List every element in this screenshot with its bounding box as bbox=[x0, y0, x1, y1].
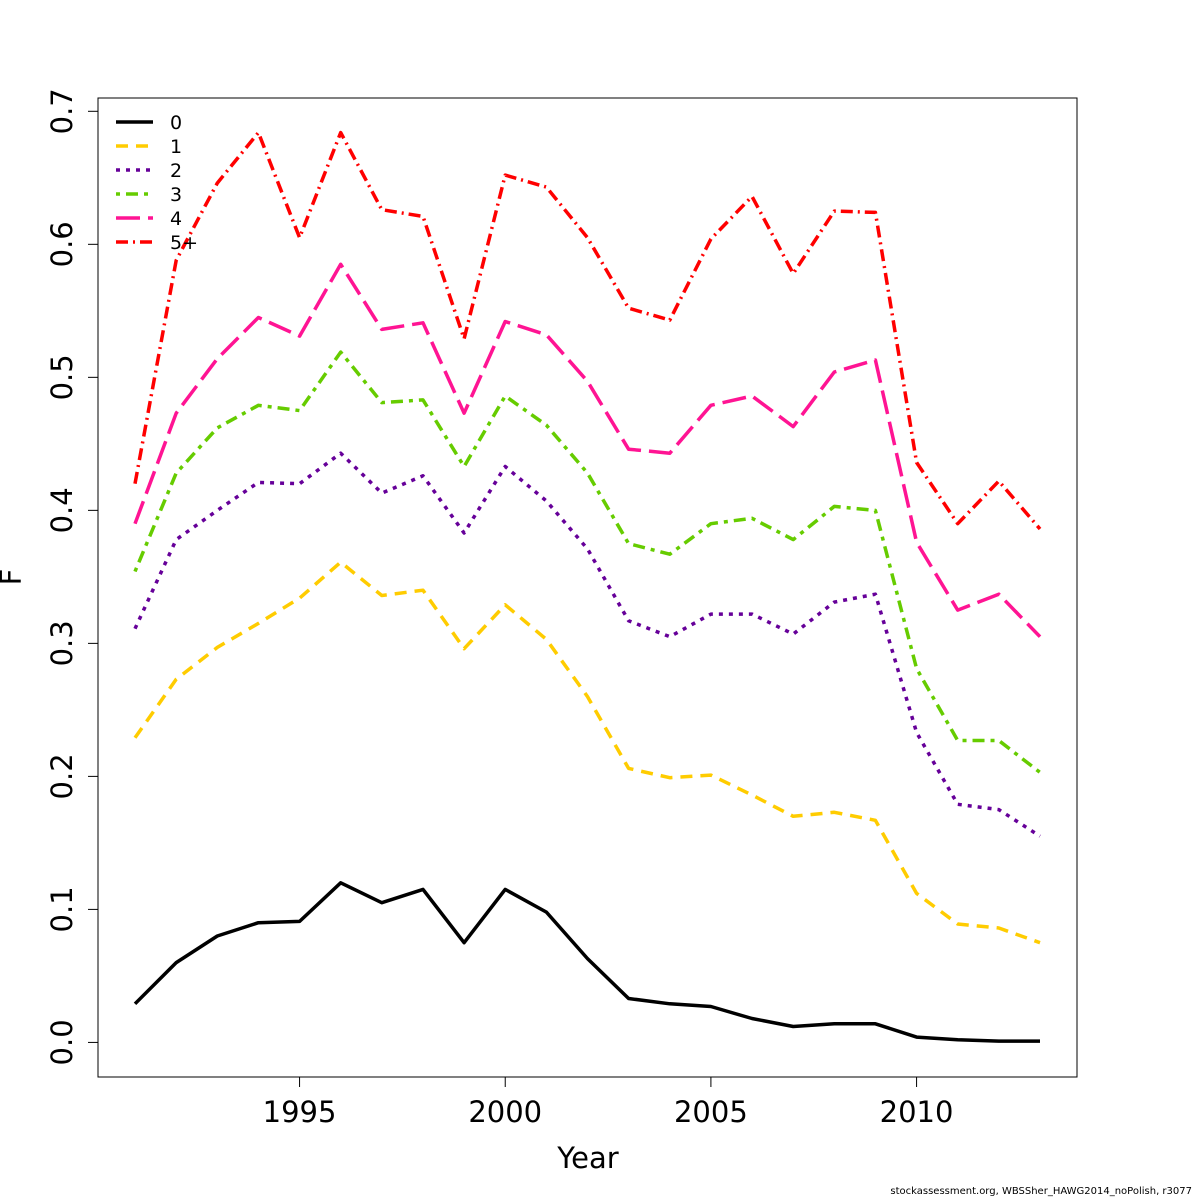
legend-label: 2 bbox=[170, 160, 182, 182]
y-tick-label: 0.5 bbox=[45, 354, 79, 400]
series-line-4 bbox=[133, 262, 1042, 638]
y-tick-label: 0.3 bbox=[45, 620, 79, 666]
series-line-1 bbox=[133, 560, 1041, 945]
y-tick-label: 0.2 bbox=[45, 753, 79, 799]
footnote: stockassessment.org, WBSSher_HAWG2014_no… bbox=[890, 1186, 1192, 1197]
x-tick-label: 2010 bbox=[880, 1095, 954, 1129]
series-line-2 bbox=[133, 451, 1041, 838]
y-tick-label: 0.1 bbox=[45, 886, 79, 932]
legend-label: 1 bbox=[170, 136, 182, 158]
y-tick-label: 0.0 bbox=[45, 1019, 79, 1065]
legend-label: 0 bbox=[170, 112, 182, 134]
legend-label: 4 bbox=[170, 208, 182, 230]
legend-label: 3 bbox=[170, 184, 182, 206]
x-axis: 1995 2000 2005 2010 bbox=[263, 1076, 954, 1129]
y-tick-label: 0.6 bbox=[45, 221, 79, 267]
x-tick-label: 2000 bbox=[468, 1095, 542, 1129]
series-line-0 bbox=[133, 881, 1040, 1043]
x-tick-label: 2005 bbox=[674, 1095, 748, 1129]
y-axis-title: F bbox=[0, 569, 28, 586]
y-axis: 0.0 0.1 0.2 0.3 0.4 0.5 0.6 0.7 bbox=[45, 88, 99, 1065]
y-tick-label: 0.4 bbox=[45, 487, 79, 533]
x-axis-title: Year bbox=[556, 1141, 618, 1175]
plot-frame bbox=[97, 97, 1078, 1078]
series-line-5plus bbox=[133, 130, 1042, 531]
y-tick-label: 0.7 bbox=[45, 88, 79, 134]
legend-label: 5+ bbox=[170, 232, 198, 254]
series-line-3 bbox=[133, 350, 1042, 774]
x-tick-label: 1995 bbox=[263, 1095, 337, 1129]
series-layer bbox=[133, 130, 1042, 1043]
